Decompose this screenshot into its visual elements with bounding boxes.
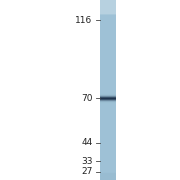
Text: 44: 44 — [81, 138, 93, 147]
Text: 70: 70 — [81, 94, 93, 103]
Text: 33: 33 — [81, 157, 93, 166]
Text: 27: 27 — [81, 167, 93, 176]
Text: 116: 116 — [75, 16, 93, 25]
